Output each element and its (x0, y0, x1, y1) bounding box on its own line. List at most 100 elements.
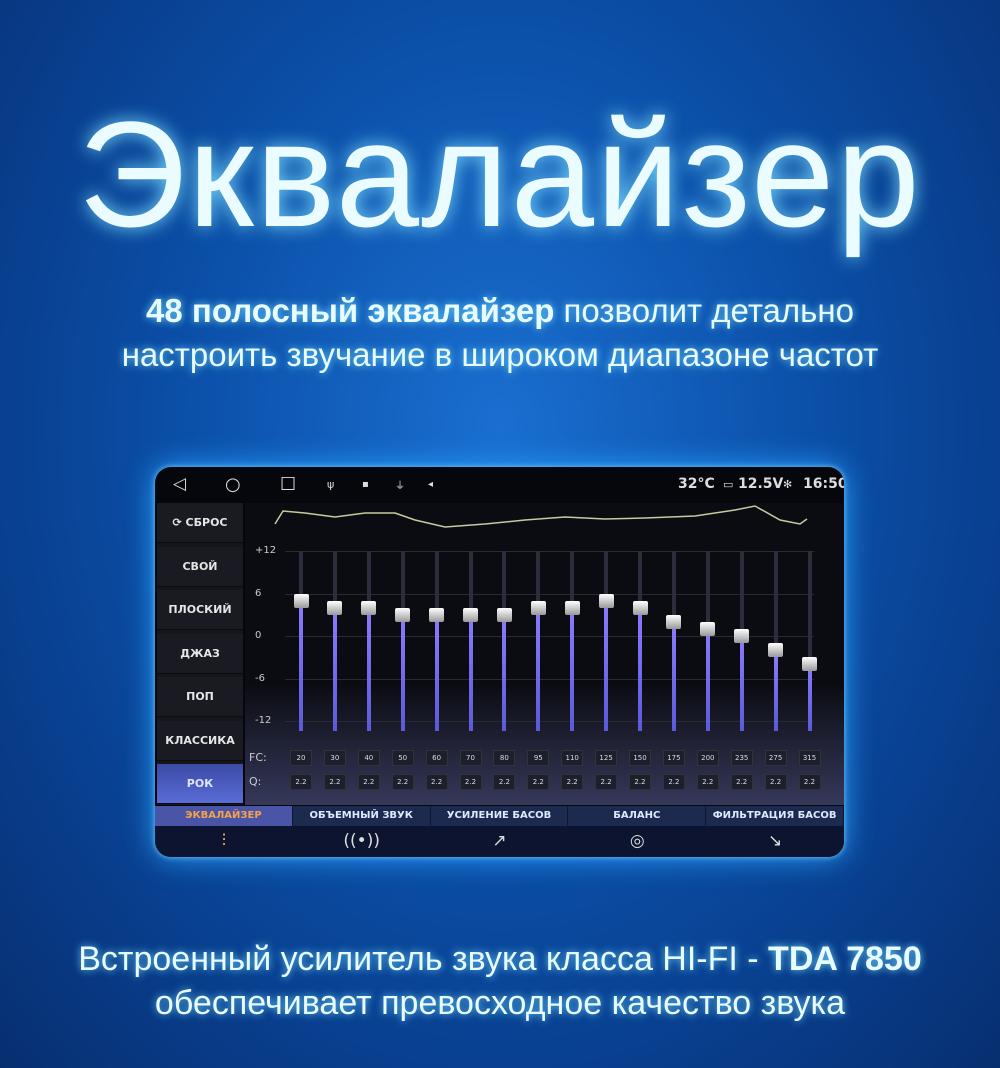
slider-fill (502, 614, 507, 731)
slider-knob[interactable] (734, 629, 750, 643)
preset-button[interactable]: СВОЙ (157, 546, 243, 587)
fc-value[interactable]: 275 (764, 750, 787, 766)
q-value[interactable]: 2.2 (696, 774, 719, 790)
intro-line-1: 48 полосный эквалайзер позволит детально (0, 292, 1000, 330)
q-value[interactable]: 2.2 (357, 774, 380, 790)
q-value[interactable]: 2.2 (595, 774, 618, 790)
fc-value[interactable]: 70 (459, 750, 482, 766)
slider-fill (604, 600, 609, 731)
grid-line (285, 593, 814, 595)
q-label: Q: (249, 775, 262, 788)
preset-button[interactable]: ⟳ СБРОС (157, 503, 243, 543)
tab-icon[interactable]: ↗ (492, 831, 507, 851)
fc-value[interactable]: 40 (357, 750, 380, 766)
slider-knob[interactable] (496, 607, 512, 622)
slider-knob[interactable] (530, 600, 546, 615)
usb-icon: ψ (327, 477, 335, 491)
back-icon[interactable]: ◁ (173, 474, 187, 494)
status-bar: ◁ ○ ☐ ψ ▪ ⏚ ◂ 32°C ▭ 12.5V ✻ 16:50 (155, 467, 844, 501)
preset-button[interactable]: ДЖАЗ (157, 633, 243, 674)
fc-value[interactable]: 95 (527, 750, 550, 766)
preset-button[interactable]: ПОП (157, 677, 243, 717)
q-value[interactable]: 2.2 (527, 774, 550, 790)
tab-bar: ЭКВАЛАЙЗЕР ОБЪЕМНЫЙ ЗВУК УСИЛЕНИЕ БАСОВ БАЛ… (155, 806, 844, 826)
slider-knob[interactable] (768, 643, 784, 658)
recent-apps-icon[interactable]: ☐ (280, 473, 297, 495)
slider-fill (671, 621, 676, 731)
slider-knob[interactable] (463, 607, 478, 622)
slider-knob[interactable] (598, 593, 614, 608)
clock: 16:50 (803, 476, 844, 492)
q-value[interactable]: 2.2 (730, 774, 753, 790)
slider-knob[interactable] (293, 593, 309, 608)
tab-icon[interactable]: ↘ (767, 831, 783, 851)
q-value[interactable]: 2.2 (493, 774, 516, 790)
navigation-icon: ◂ (428, 478, 434, 490)
fc-value[interactable]: 50 (391, 750, 414, 766)
slider-knob[interactable] (564, 600, 580, 615)
tab-icon[interactable]: ((•)) (343, 831, 380, 851)
slider-knob[interactable] (802, 657, 817, 672)
tab-4[interactable]: ФИЛЬТРАЦИЯ БАСОВ (706, 806, 844, 826)
preset-button[interactable]: КЛАССИКА (157, 720, 243, 761)
tab-icon-bar: ⫶ ((•)) ↗ ◎ ↘ (155, 826, 844, 857)
slider-knob[interactable] (666, 614, 682, 629)
q-value[interactable]: 2.2 (323, 774, 346, 790)
tab-3[interactable]: БАЛАНС (568, 806, 707, 826)
slider-track[interactable] (773, 551, 778, 731)
tab-2[interactable]: УСИЛЕНИЕ БАСОВ (431, 806, 569, 826)
fc-value[interactable]: 200 (696, 750, 719, 766)
slider-knob[interactable] (700, 621, 716, 636)
slider-knob[interactable] (395, 607, 411, 622)
fc-value[interactable]: 150 (629, 750, 651, 766)
temperature: 32°C (678, 476, 715, 492)
slider-fill (332, 607, 337, 731)
slider-knob[interactable] (327, 600, 343, 615)
fc-value[interactable]: 30 (323, 750, 346, 766)
q-value[interactable]: 2.2 (764, 774, 787, 790)
fc-value[interactable]: 175 (662, 750, 685, 766)
fc-value[interactable]: 20 (290, 750, 312, 766)
fc-value[interactable]: 80 (493, 750, 516, 766)
slider-knob[interactable] (361, 600, 377, 615)
slider-knob[interactable] (429, 607, 445, 622)
slider-fill (807, 664, 812, 731)
q-value[interactable]: 2.2 (425, 774, 448, 790)
antenna-icon: ⏚ (395, 480, 405, 492)
fc-value[interactable]: 315 (798, 750, 821, 766)
home-icon[interactable]: ○ (225, 473, 241, 495)
battery-icon: ▭ (723, 477, 734, 491)
slider-knob[interactable] (632, 600, 648, 615)
grid-line (285, 551, 814, 552)
slider-fill (570, 607, 575, 731)
scale-label: 0 (255, 630, 262, 641)
q-value[interactable]: 2.2 (391, 774, 414, 790)
q-value[interactable]: 2.2 (459, 774, 482, 790)
equalizer-panel: +12 6 0 -6 -12 FC: Q: 20 2.2 30 2.2 40 2.2 50 2.2 60 2.2… (245, 503, 844, 836)
slider-fill (366, 607, 371, 731)
preset-button[interactable]: РОК (157, 764, 243, 804)
voltage: 12.5V (738, 476, 784, 492)
q-value[interactable]: 2.2 (629, 774, 651, 790)
q-value[interactable]: 2.2 (798, 774, 821, 790)
tab-icon[interactable]: ◎ (629, 831, 645, 851)
slider-track[interactable] (807, 551, 812, 731)
tab-0[interactable]: ЭКВАЛАЙЗЕР (155, 806, 293, 826)
fc-value[interactable]: 110 (561, 750, 584, 766)
q-value[interactable]: 2.2 (290, 774, 312, 790)
tab-icon[interactable]: ⫶ (221, 831, 227, 851)
fc-value[interactable]: 60 (425, 750, 448, 766)
head-unit-screen: ◁ ○ ☐ ψ ▪ ⏚ ◂ 32°C ▭ 12.5V ✻ 16:50 ⟳ СБР… (155, 467, 844, 857)
slider-fill (468, 614, 473, 731)
slider-fill (739, 636, 744, 731)
fc-value[interactable]: 235 (730, 750, 753, 766)
q-value[interactable]: 2.2 (561, 774, 584, 790)
preset-button[interactable]: ПЛОСКИЙ (157, 590, 243, 630)
preset-list: ⟳ СБРОС СВОЙ ПЛОСКИЙ ДЖАЗ ПОП КЛАССИКА РОК (157, 503, 243, 805)
fc-value[interactable]: 125 (595, 750, 618, 766)
bluetooth-icon: ✻ (783, 477, 793, 491)
tab-1[interactable]: ОБЪЕМНЫЙ ЗВУК (293, 806, 431, 826)
scale-label: -12 (255, 715, 272, 726)
footer-chip: TDA 7850 (768, 940, 922, 978)
q-value[interactable]: 2.2 (662, 774, 685, 790)
